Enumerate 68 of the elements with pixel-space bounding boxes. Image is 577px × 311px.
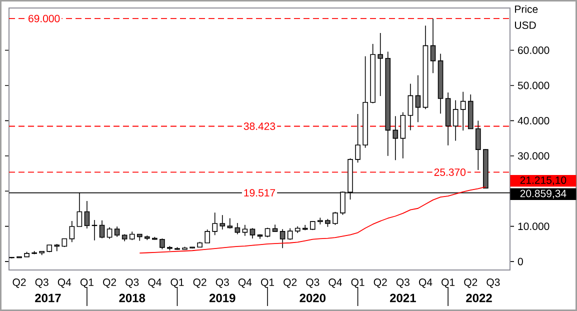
- y-tick-label: 30.000: [518, 152, 550, 160]
- candlestick: [452, 100, 458, 142]
- candlestick: [415, 74, 421, 122]
- candlestick: [378, 32, 384, 96]
- candlestick: [242, 224, 248, 236]
- candlestick: [355, 114, 360, 163]
- x-tick-label: Q1: [351, 278, 364, 288]
- x-tick-label: Q1: [442, 278, 455, 288]
- x-tick-label: Q3: [126, 278, 139, 288]
- x-tick-label: Q1: [170, 278, 184, 288]
- x-tick-label: Q4: [148, 278, 162, 288]
- text: 2017: [35, 294, 61, 302]
- candlestick: [160, 238, 165, 250]
- y-axis-title: Price USD: [515, 5, 538, 29]
- candlestick: [92, 220, 98, 241]
- x-tick-label: Q2: [193, 278, 206, 288]
- candlestick: [460, 91, 466, 131]
- text: 2020: [300, 294, 326, 302]
- candlestick: [392, 116, 398, 161]
- y-tick-label: 40.000: [518, 116, 550, 124]
- x-tick-label: Q3: [216, 278, 229, 288]
- candlestick: [400, 112, 406, 159]
- x-tick-label: Q2: [374, 278, 387, 288]
- candlestick: [264, 227, 270, 238]
- candlestick: [430, 18, 436, 74]
- x-tick-label: Q1: [261, 278, 274, 288]
- candlestick: [106, 226, 112, 240]
- candlestick: [69, 220, 75, 243]
- text: 20.859,34: [520, 190, 566, 198]
- x-tick-label: Q2: [284, 278, 297, 288]
- candlestick: [204, 229, 210, 244]
- x-tick-label: Q2: [464, 278, 478, 288]
- x-tick-label: Q4: [418, 278, 432, 288]
- candlestick: [476, 120, 481, 170]
- candlestick: [114, 226, 120, 238]
- x-tick-label: Q3: [306, 278, 320, 288]
- candlestick: [212, 212, 218, 236]
- ref-line-label: 25.370: [434, 168, 466, 176]
- x-tick-label: Q4: [238, 278, 252, 288]
- y-tick-label: 60.000: [518, 46, 550, 54]
- text: 21.215,10: [520, 176, 566, 186]
- x-tick-label: Q4: [58, 278, 72, 288]
- ref-line-label: 19.517: [244, 189, 276, 197]
- candlestick: [250, 228, 256, 239]
- candlestick: [287, 228, 293, 240]
- x-tick-label: Q3: [35, 278, 48, 288]
- candlestick: [227, 218, 233, 229]
- y-tick-label: 50.000: [518, 82, 550, 90]
- x-tick-label: Q1: [80, 278, 94, 288]
- ref-line-label: 38.423: [244, 122, 276, 130]
- ref-line-label: 69.000: [28, 14, 60, 22]
- text: 2021: [390, 294, 416, 302]
- y-tick-label: 0: [518, 258, 523, 266]
- x-tick-label: Q3: [396, 278, 410, 288]
- text: 2022: [466, 294, 492, 302]
- candlestick: [220, 214, 226, 230]
- candlestick: [408, 83, 414, 131]
- candlestick: [332, 211, 338, 226]
- x-tick-label: Q2: [12, 278, 26, 288]
- x-tick-label: Q3: [486, 278, 500, 288]
- text: 2018: [119, 294, 146, 302]
- x-tick-label: Q4: [328, 278, 342, 288]
- text: 2019: [209, 294, 236, 302]
- candlestick: [280, 228, 286, 249]
- x-tick-label: Q2: [103, 278, 116, 288]
- candlestick: [84, 200, 90, 229]
- y-tick-label: 10.000: [518, 222, 550, 230]
- candlestick: [99, 220, 105, 239]
